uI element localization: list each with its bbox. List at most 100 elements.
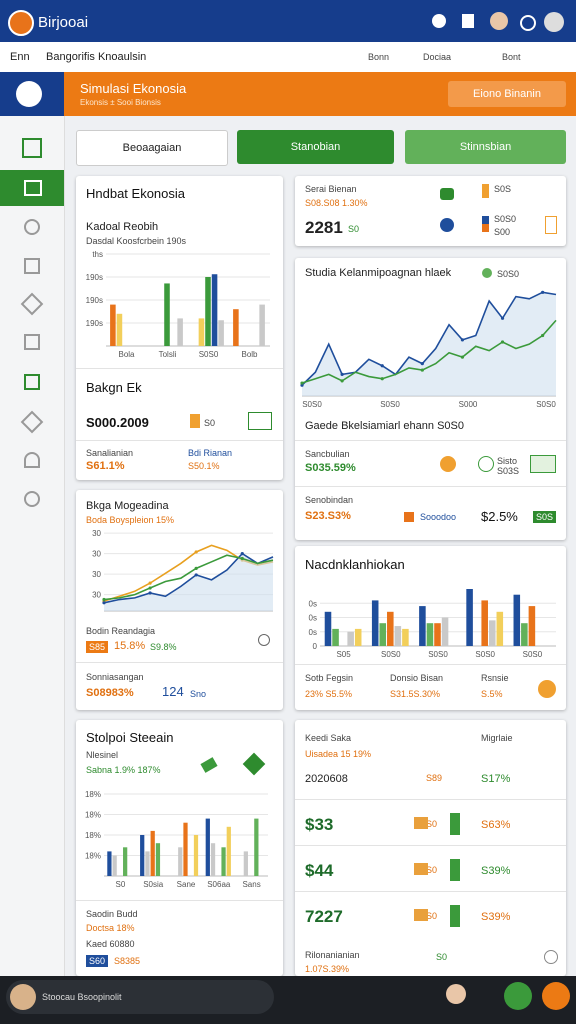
card-subtitle: Uisadea 15 19%	[305, 749, 372, 759]
bar	[155, 843, 161, 876]
user-name: Stoocau Bsoopinolit	[42, 992, 122, 1002]
point	[420, 362, 424, 366]
sidebar-active[interactable]	[0, 170, 64, 206]
stat-value: $2.5%	[481, 509, 518, 524]
stat-value: S9.8%	[150, 642, 177, 652]
avatar[interactable]	[490, 12, 508, 30]
nav-item[interactable]: Enn	[10, 51, 30, 63]
bar	[177, 318, 183, 346]
icon[interactable]	[520, 15, 536, 31]
stat-label: Sooodoo	[420, 512, 457, 522]
avatar[interactable]	[544, 12, 564, 32]
icon-button[interactable]	[530, 455, 556, 473]
header-button[interactable]: Eiono Binanin	[448, 81, 566, 107]
sidebar-icon[interactable]	[24, 452, 40, 468]
bar	[254, 818, 259, 876]
nav-item[interactable]: Bangorifis Knoaulsin	[46, 51, 147, 63]
x-tick-label: S000	[459, 400, 478, 409]
point	[102, 597, 106, 602]
icon	[538, 680, 556, 698]
nav-item[interactable]: Bont	[502, 52, 521, 62]
icon[interactable]	[432, 14, 446, 28]
fab[interactable]	[542, 982, 570, 1010]
icon	[450, 859, 460, 881]
sidebar-icon[interactable]	[24, 258, 40, 274]
x-tick-label: S0sia	[143, 880, 164, 889]
stat-value: 1.07S.39%	[305, 964, 350, 974]
bar	[123, 847, 128, 876]
point	[340, 379, 344, 383]
bar	[259, 304, 265, 346]
stat-value: S31.5S.30%	[390, 689, 441, 699]
bar	[481, 600, 488, 646]
x-tick-label: S0S0	[428, 650, 448, 659]
bar	[332, 628, 339, 646]
sidebar-icon[interactable]	[22, 138, 42, 158]
bar	[354, 628, 362, 646]
legend-swatch	[482, 184, 489, 198]
icon[interactable]	[462, 14, 474, 28]
y-tick-label: 18%	[85, 852, 101, 861]
bar	[434, 623, 441, 646]
button[interactable]: Stanobian	[237, 130, 394, 164]
nav-item[interactable]: Bonn	[368, 52, 390, 62]
bar	[394, 626, 402, 646]
nav-item[interactable]: Dociaa	[423, 52, 452, 62]
button[interactable]: Beoaagaian	[76, 130, 228, 166]
badge: S0S	[533, 511, 557, 523]
bar	[226, 826, 231, 876]
x-tick-label: S0S0	[475, 650, 495, 659]
icon	[478, 456, 494, 472]
point	[460, 338, 465, 342]
fab[interactable]	[504, 982, 532, 1010]
y-tick-label: 30	[92, 550, 101, 559]
stat-label: Bodin Reandagia	[86, 626, 156, 636]
icon[interactable]	[258, 634, 270, 646]
y-tick-label: 0s	[309, 614, 317, 623]
cell: S0	[426, 865, 438, 875]
divider	[295, 891, 566, 892]
point	[380, 364, 384, 368]
card-title: Keedi Saka	[305, 733, 352, 743]
point	[500, 340, 505, 344]
bar	[402, 628, 409, 646]
sidebar-icon[interactable]	[24, 180, 42, 196]
unit: S0	[348, 224, 360, 234]
line	[301, 291, 557, 386]
sidebar-icon[interactable]	[24, 374, 40, 390]
y-tick-label: 30	[92, 570, 101, 579]
divider	[76, 900, 283, 901]
point	[102, 601, 106, 605]
x-tick-label: S0S0	[302, 400, 322, 409]
cell: S39%	[481, 911, 511, 923]
stat-value: S0	[436, 952, 448, 962]
app-title: Birjooai	[38, 14, 89, 31]
area	[104, 553, 273, 611]
user-chip[interactable]	[6, 980, 274, 1014]
card-caption: Dasdal Koosfcrbein 190s	[86, 236, 187, 246]
sidebar-icon[interactable]	[24, 491, 40, 507]
bar	[513, 594, 521, 646]
sidebar-icon[interactable]	[24, 219, 40, 235]
divider	[295, 845, 566, 846]
x-tick-label: S0S0	[380, 400, 400, 409]
stat-label: Kaed 60880	[86, 939, 135, 949]
avatar[interactable]	[446, 984, 466, 1004]
y-tick-label: 30	[92, 529, 101, 538]
chart: 0 0s 0s 0s S05 S0S0 S0S0 S0S0 S0S0	[309, 589, 556, 659]
stat-value: S.5%	[481, 689, 503, 699]
bar	[233, 309, 239, 346]
point	[148, 586, 152, 590]
button[interactable]: Stinnsbian	[405, 130, 566, 164]
icon-button[interactable]	[248, 412, 272, 430]
icon[interactable]	[544, 950, 558, 964]
point	[240, 556, 244, 561]
point	[460, 355, 465, 359]
sidebar-icon[interactable]	[24, 334, 40, 350]
divider	[76, 662, 283, 663]
x-tick-label: Bola	[118, 350, 135, 359]
divider	[295, 440, 566, 441]
x-tick-label: S0	[116, 880, 126, 889]
point	[541, 333, 545, 338]
